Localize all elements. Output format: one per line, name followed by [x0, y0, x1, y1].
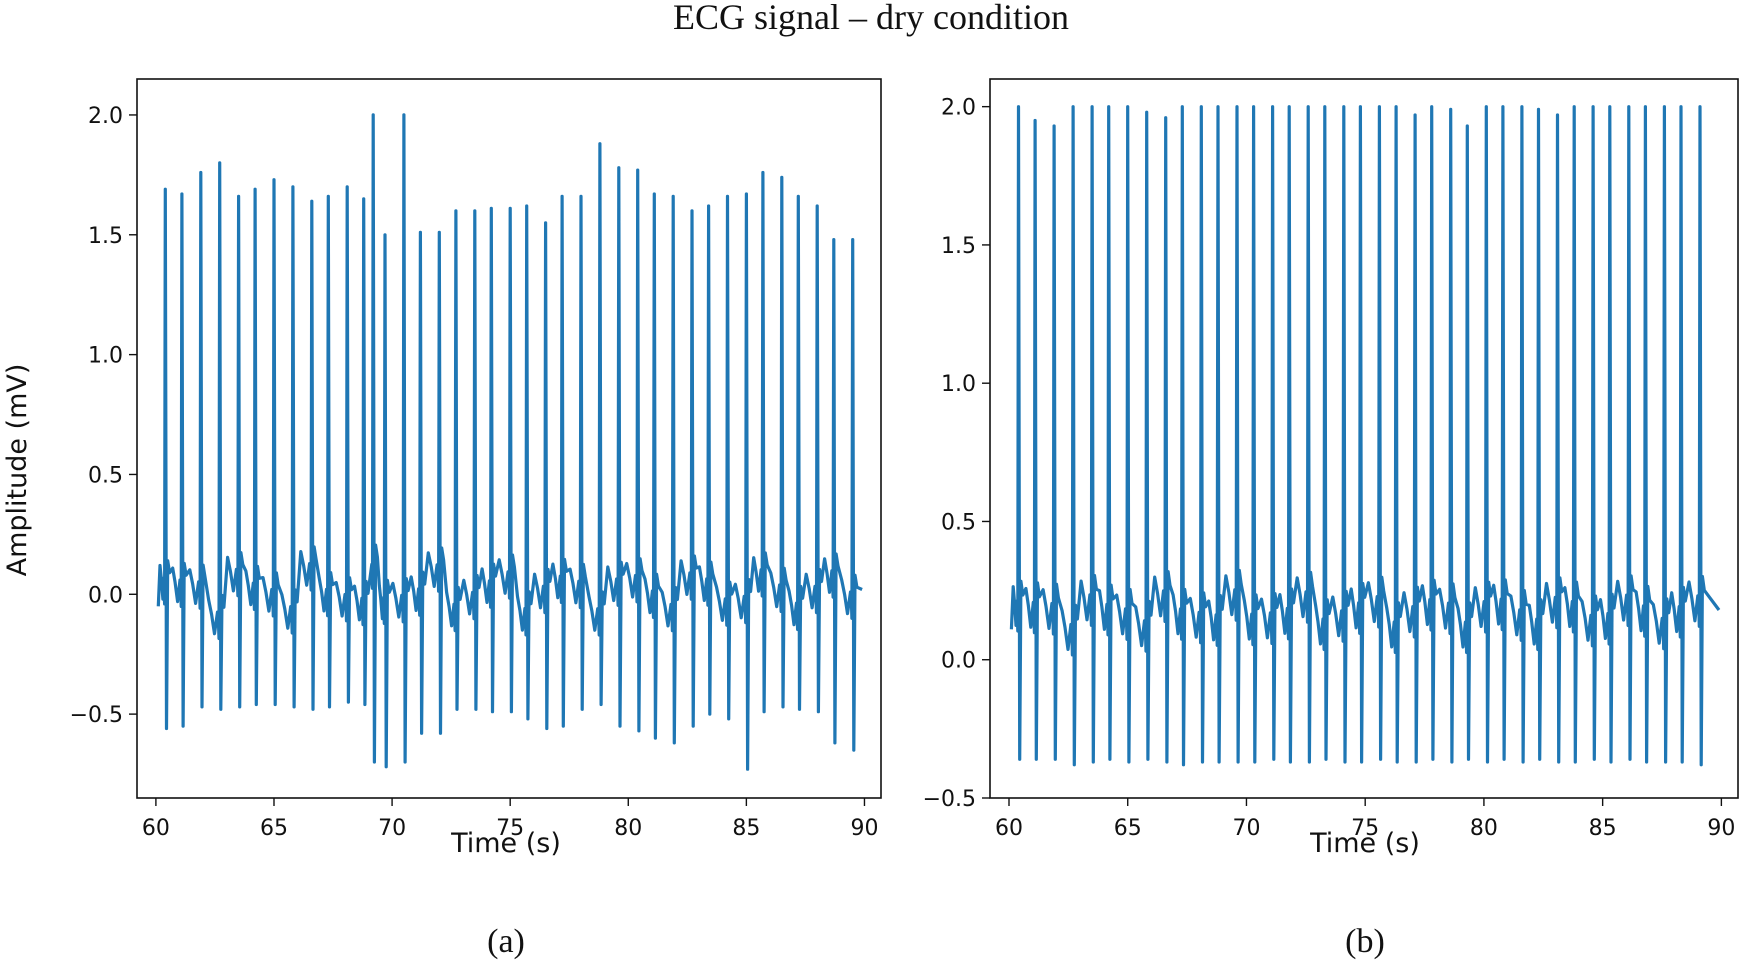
panel-a-xlabel: Time (s) [450, 828, 561, 859]
panel-b-xlabel: Time (s) [1309, 828, 1420, 859]
panel-b: 60 65 70 75 80 85 90 −0.5 0.0 0.5 1.0 1.5 2.0 Time (… [923, 78, 1739, 960]
panel-b-ytick-label: 0.5 [941, 510, 976, 535]
panel-b-xtick-label: 90 [1707, 816, 1735, 841]
panel-a-plot: 60 65 70 75 80 85 90 −0.5 0.0 0.5 1.0 1.5 2.0 [70, 78, 882, 841]
panel-a-ytick-label: 0.5 [88, 463, 123, 488]
panel-a-ytick-label: 1.5 [88, 224, 123, 249]
panel-a-xtick-label: 60 [142, 816, 170, 841]
panel-b-xtick-label: 60 [995, 816, 1023, 841]
panel-b-ecg-line [1009, 105, 1721, 767]
panel-b-axes-frame [989, 78, 1739, 799]
panel-a-xtick-label: 75 [496, 816, 524, 841]
panel-a-caption: (a) [487, 923, 525, 960]
panel-b-xtick-label: 80 [1470, 816, 1498, 841]
panel-a: 60 65 70 75 80 85 90 −0.5 0.0 0.5 1.0 1.5 2.0 Time (… [2, 78, 882, 960]
panel-a-xtick-label: 85 [732, 816, 760, 841]
panel-b-xtick-label: 85 [1589, 816, 1617, 841]
panel-a-ytick-label: 0.0 [88, 583, 123, 608]
figure-title: ECG signal – dry condition [673, 0, 1069, 37]
panel-b-ytick-label: 1.5 [941, 234, 976, 259]
panel-b-ytick-label: −0.5 [923, 787, 976, 812]
panel-b-ytick-label: 0.0 [941, 649, 976, 674]
panel-b-ytick-label: 2.0 [941, 96, 976, 121]
panel-a-xtick-label: 70 [378, 816, 406, 841]
panel-a-xtick-label: 80 [614, 816, 642, 841]
panel-b-xtick-label: 70 [1232, 816, 1260, 841]
panel-b-xtick-label: 65 [1114, 816, 1142, 841]
panel-b-xtick-label: 75 [1351, 816, 1379, 841]
panel-a-xtick-label: 65 [260, 816, 288, 841]
panel-a-axes-frame [136, 78, 882, 799]
panel-a-ecg-line [156, 113, 863, 771]
panel-a-xtick-label: 90 [850, 816, 878, 841]
panel-a-ytick-label: −0.5 [70, 703, 123, 728]
panel-b-plot: 60 65 70 75 80 85 90 −0.5 0.0 0.5 1.0 1.5 2.0 [923, 78, 1739, 841]
panel-b-caption: (b) [1345, 923, 1385, 960]
panel-b-ytick-label: 1.0 [941, 372, 976, 397]
panel-a-ytick-label: 2.0 [88, 104, 123, 129]
panel-a-ytick-label: 1.0 [88, 344, 123, 369]
panel-a-ylabel: Amplitude (mV) [2, 364, 33, 577]
